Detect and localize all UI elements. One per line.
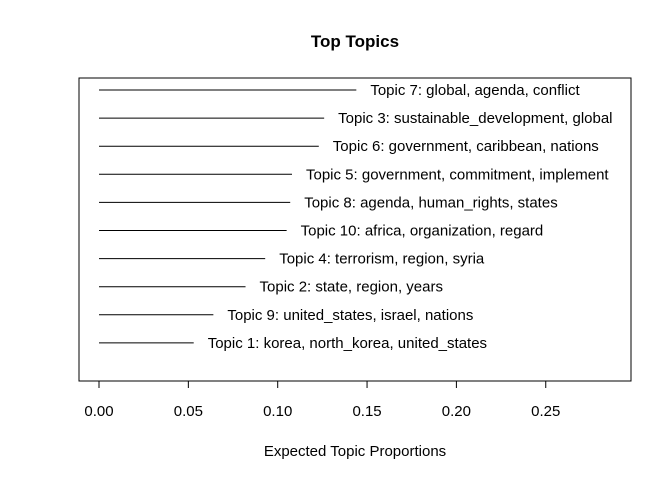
bar-label-topic-3: Topic 6: government, caribbean, nations [333,138,599,155]
bar-label-topic-6: Topic 10: africa, organization, regard [301,223,544,240]
x-tick-label: 0.05 [174,403,203,420]
x-axis: 0.00 0.05 0.10 0.15 0.20 0.25 [84,380,560,420]
x-tick-label: 0.10 [263,403,292,420]
x-tick-label: 0.20 [442,403,471,420]
x-tick-label: 0.15 [352,403,381,420]
bars-layer: Topic 7: global, agenda, conflict Topic 3… [99,82,613,352]
x-tick-label: 0.25 [531,403,560,420]
bar-label-topic-8: Topic 2: state, region, years [260,279,443,296]
x-tick-label: 0.00 [84,403,113,420]
bar-label-topic-10: Topic 1: korea, north_korea, united_stat… [208,335,487,352]
bar-label-topic-7: Topic 4: terrorism, region, syria [279,251,485,268]
x-axis-label: Expected Topic Proportions [264,443,446,460]
bar-label-topic-2: Topic 3: sustainable_development, global [338,110,612,127]
bar-label-topic-4: Topic 5: government, commitment, impleme… [306,166,609,183]
chart-title: Top Topics [311,32,399,51]
bar-label-topic-5: Topic 8: agenda, human_rights, states [304,194,557,211]
bar-label-topic-1: Topic 7: global, agenda, conflict [370,82,580,99]
bar-label-topic-9: Topic 9: united_states, israel, nations [227,307,473,324]
